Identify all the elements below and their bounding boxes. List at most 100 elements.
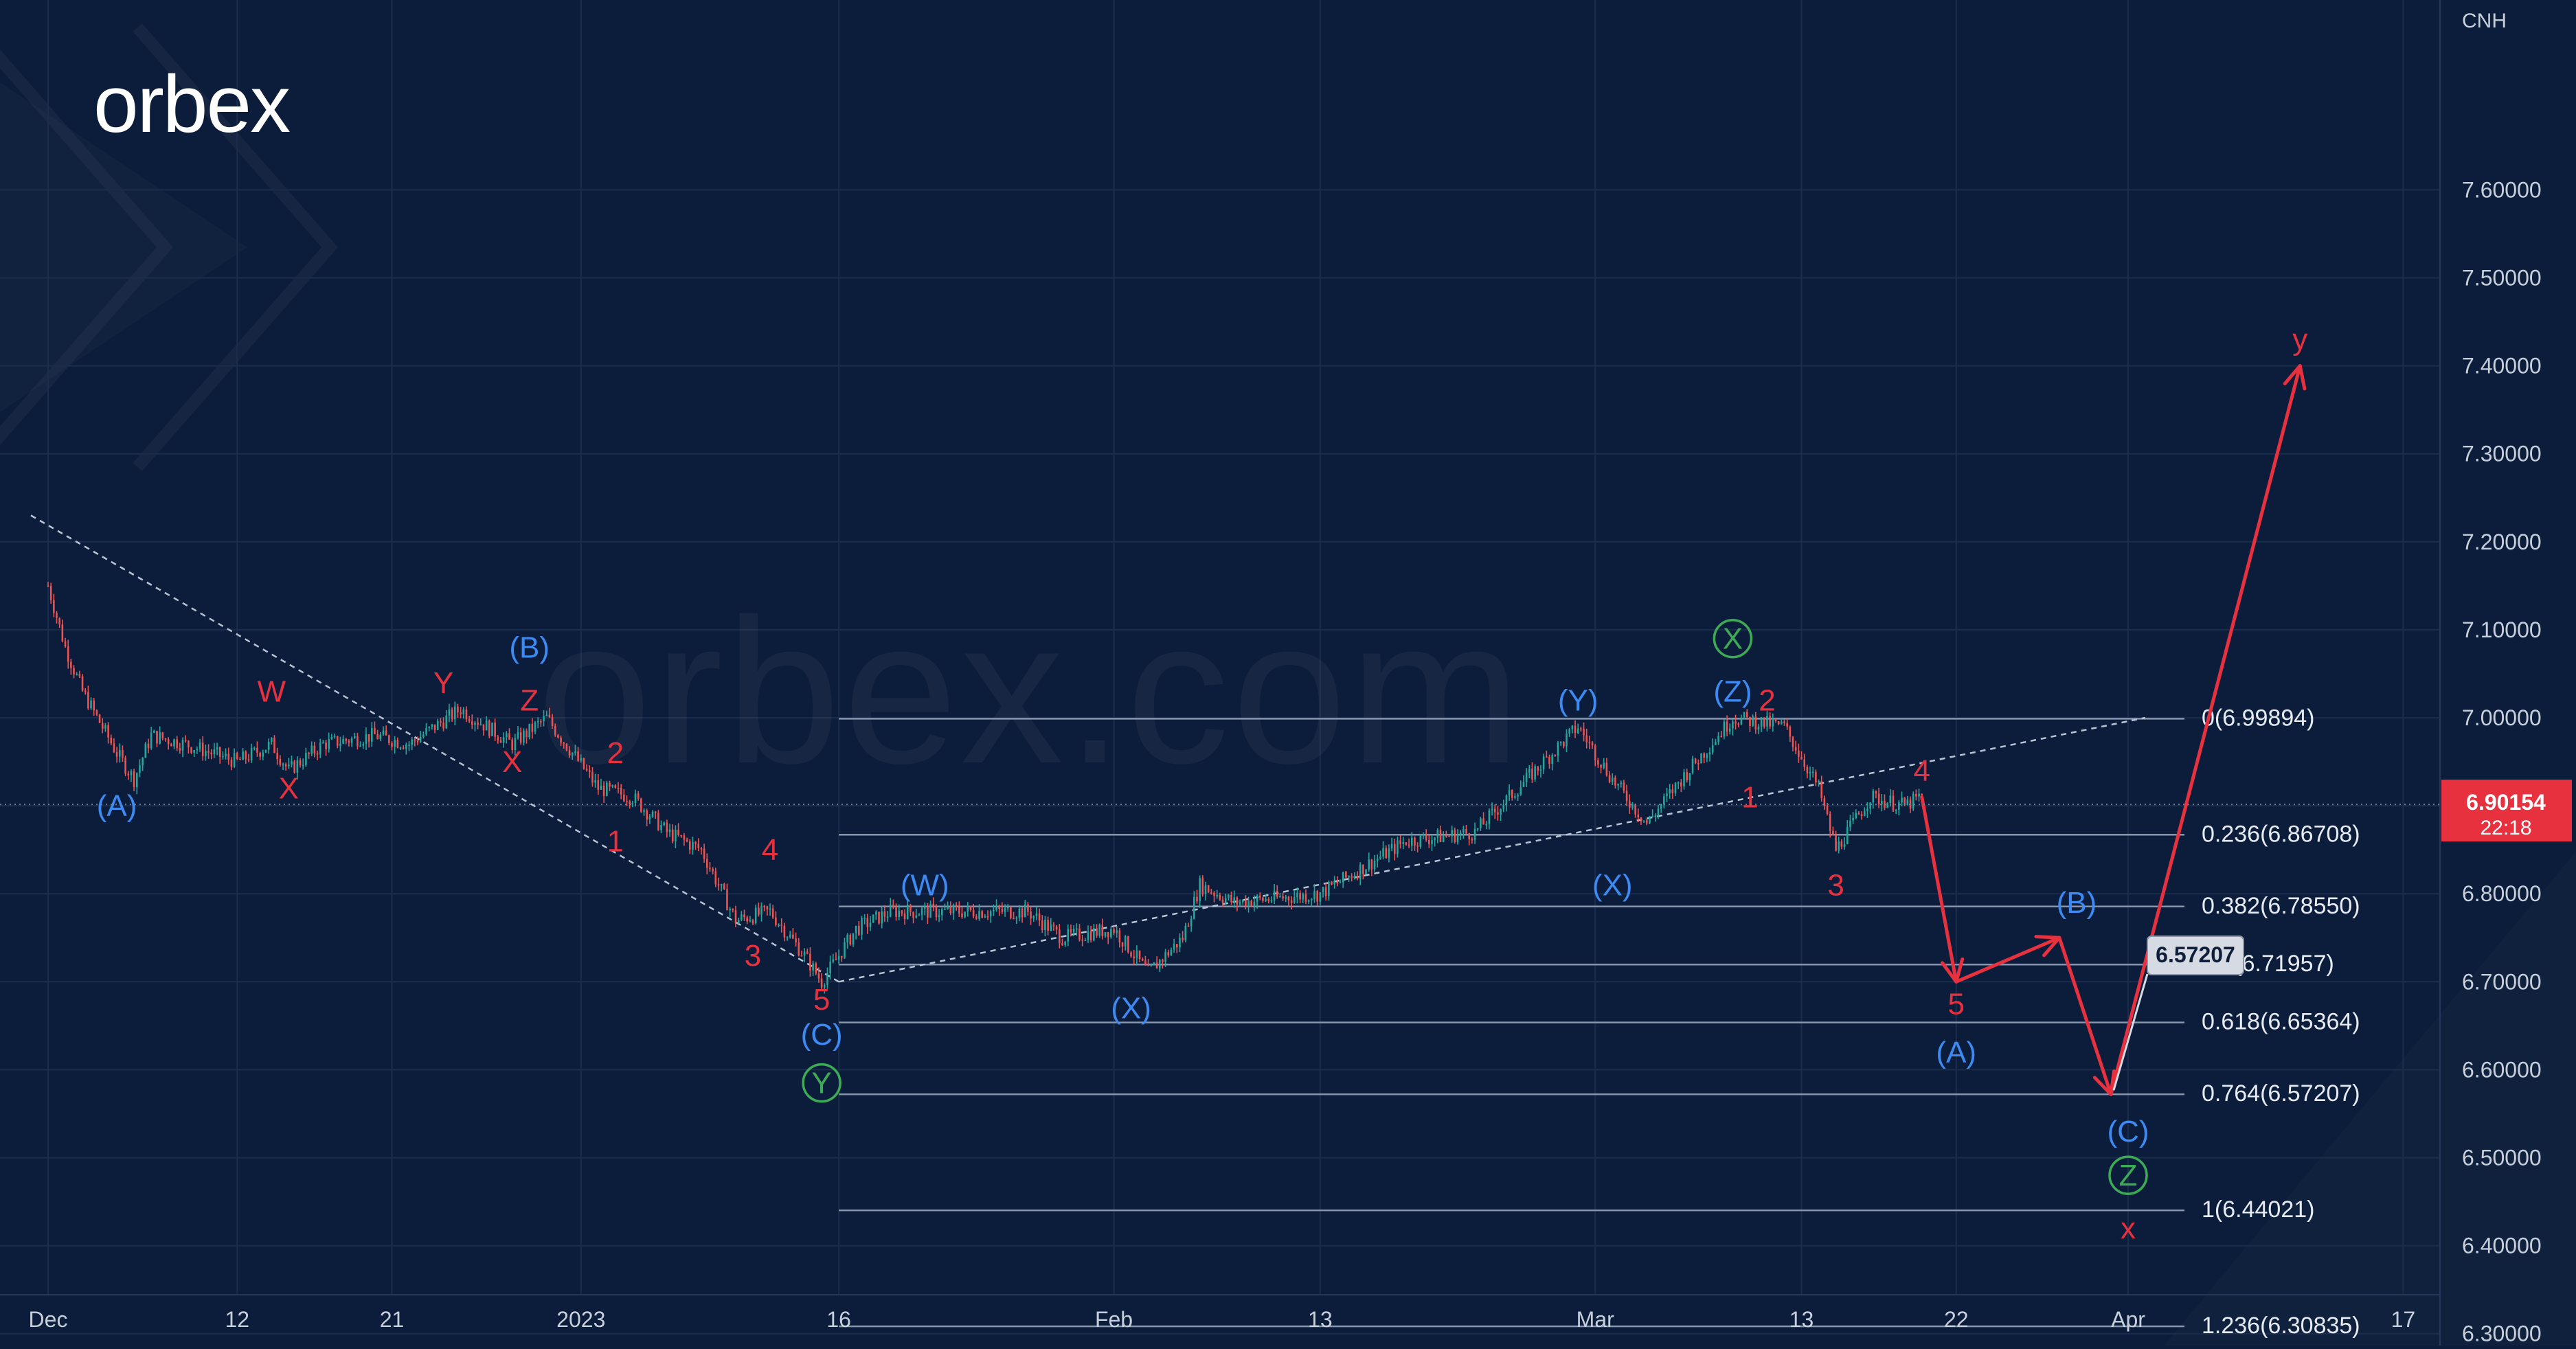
candle-body	[1353, 875, 1356, 878]
candle-body	[952, 905, 955, 914]
candle-body	[1316, 891, 1318, 902]
wave-label: (C)	[801, 1018, 843, 1052]
candle-body	[1697, 762, 1699, 764]
candle-body	[786, 937, 789, 939]
candle-body	[1024, 904, 1026, 918]
candle-body	[1339, 882, 1342, 884]
price-tick-label: 6.50000	[2462, 1146, 2542, 1170]
candle-body	[869, 922, 872, 927]
candle-body	[1915, 793, 1917, 797]
candle-body	[517, 732, 519, 738]
wave-label: W	[258, 675, 286, 709]
candle-body	[1566, 734, 1568, 747]
candle-body	[1127, 936, 1129, 953]
candle-body	[1428, 839, 1430, 844]
wave-circle	[2108, 1155, 2148, 1195]
candle-body	[1760, 717, 1763, 727]
candle-body	[1803, 759, 1805, 767]
candle-body	[1898, 802, 1900, 810]
candle-body	[861, 918, 863, 935]
candle-body	[588, 770, 591, 772]
candle-body	[262, 752, 264, 757]
candle-body	[1322, 887, 1324, 893]
candle-body	[1754, 716, 1757, 730]
candle-body	[769, 908, 771, 910]
candle-body	[692, 841, 694, 850]
candle-body	[1153, 962, 1155, 965]
candle-body	[53, 600, 55, 613]
candle-body	[1811, 771, 1814, 773]
candle-body	[339, 743, 341, 746]
candle-body	[815, 963, 817, 974]
candle-body	[734, 910, 737, 924]
candle-body	[156, 731, 158, 744]
wave-label: (B)	[2057, 886, 2097, 920]
candle-body	[1241, 900, 1244, 903]
candle-body	[1179, 938, 1181, 948]
candle-body	[972, 909, 975, 917]
candle-body	[411, 739, 413, 745]
candle-body	[1331, 881, 1333, 885]
price-tick-label: 7.30000	[2462, 442, 2542, 466]
candle-body	[293, 761, 295, 773]
candle-body	[1608, 775, 1611, 783]
candle-body	[236, 753, 238, 759]
candle-body	[1740, 717, 1743, 725]
candle-body	[1110, 929, 1112, 938]
candle-body	[1735, 721, 1737, 724]
candle-body	[173, 739, 175, 747]
candle-body	[634, 793, 637, 804]
candle-body	[399, 747, 402, 749]
candle-body	[1390, 843, 1393, 849]
price-tick-label: 7.40000	[2462, 354, 2542, 378]
time-tick-label: 13	[1789, 1307, 1814, 1332]
candle-body	[1537, 766, 1539, 771]
candle-body	[1706, 754, 1708, 758]
candle-body	[551, 717, 554, 727]
candle-body	[1150, 964, 1153, 966]
fib-level-label: 0.382(6.78550)	[2202, 893, 2360, 919]
candle-body	[1786, 723, 1788, 727]
candle-body	[1766, 716, 1768, 727]
candle-body	[967, 906, 969, 912]
candle-body	[1167, 952, 1170, 956]
projection-arrowhead	[2283, 364, 2307, 391]
candle-body	[1708, 752, 1711, 755]
candle-body	[118, 749, 121, 757]
candle-body	[989, 911, 992, 917]
candle-body	[935, 905, 938, 918]
time-axis[interactable]: Dec 12 21 2023 16 Feb 13 Mar 13 22 Apr 17	[0, 1294, 2440, 1332]
candle-body	[1265, 898, 1267, 901]
candle-body	[49, 586, 52, 600]
candle-body	[388, 735, 390, 743]
candle-body	[809, 953, 811, 971]
candle-body	[536, 721, 539, 723]
candle-body	[239, 758, 241, 760]
candle-body	[1228, 894, 1230, 898]
candle-body	[1726, 721, 1728, 732]
price-axis[interactable]: 7.60000 7.50000 7.40000 7.30000 7.20000 7.100…	[2439, 0, 2542, 1346]
candle-body	[1482, 818, 1484, 825]
candle-body	[1835, 835, 1837, 851]
candle-body	[1832, 830, 1834, 835]
candle-body	[1359, 864, 1362, 879]
projection-segment	[1920, 795, 1958, 984]
candle-body	[1519, 786, 1522, 795]
candle-body	[1245, 900, 1247, 907]
candle-body	[436, 721, 439, 730]
candle-body	[1101, 925, 1104, 937]
candle-body	[778, 925, 780, 926]
candle-body	[1399, 840, 1401, 844]
candle-body	[1551, 755, 1553, 764]
candle-body	[878, 911, 880, 924]
candle-body	[1055, 926, 1058, 930]
candle-body	[1373, 860, 1376, 870]
candle-body	[1485, 824, 1488, 826]
candle-body	[1307, 900, 1310, 902]
candle-body	[150, 732, 152, 749]
candle-body	[1010, 907, 1012, 918]
candle-body	[729, 909, 731, 911]
